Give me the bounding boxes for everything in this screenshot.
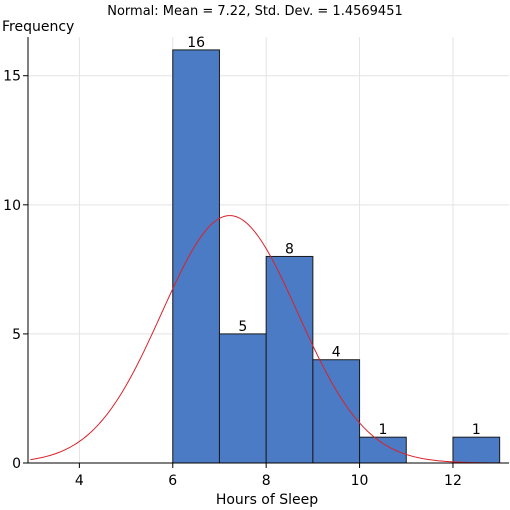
bar-6-7: [172, 49, 220, 464]
bar-label-7-8: 5: [238, 319, 247, 335]
bar-label-8-9: 8: [285, 241, 294, 257]
bar-8-9: [265, 255, 314, 464]
y-axis-label: Frequency: [2, 19, 74, 35]
histogram-bars: 16 5 8 4 1 1: [172, 35, 501, 464]
bar-10-11: [359, 436, 407, 464]
x-axis-label: Hours of Sleep: [216, 492, 318, 508]
bar-label-6-7: 16: [187, 35, 205, 51]
bar-label-9-10: 4: [332, 345, 341, 361]
y-tick-label-5: 5: [12, 327, 21, 343]
bar-12-13: [452, 436, 501, 464]
y-tick-label-10: 10: [3, 198, 21, 214]
normal-curve-line: [30, 215, 500, 464]
y-tick-label-15: 15: [3, 69, 21, 85]
chart-title: Normal: Mean = 7.22, Std. Dev. = 1.45694…: [107, 4, 402, 19]
y-tick-label-0: 0: [12, 456, 21, 472]
x-tick-label-8: 8: [262, 473, 271, 489]
bar-label-10-11: 1: [378, 422, 387, 438]
bar-7-8: [218, 333, 267, 464]
x-tick-label-4: 4: [75, 473, 84, 489]
x-tick-label-12: 12: [444, 473, 462, 489]
bar-label-12-13: 1: [472, 422, 481, 438]
bar-9-10: [312, 359, 361, 464]
normal-curve: [30, 215, 500, 464]
x-tick-label-10: 10: [351, 473, 369, 489]
x-tick-label-6: 6: [168, 473, 177, 489]
